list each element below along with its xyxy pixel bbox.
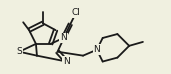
Text: N: N xyxy=(63,57,70,66)
Text: N: N xyxy=(93,45,100,54)
Text: N: N xyxy=(60,33,67,42)
Text: S: S xyxy=(16,47,22,56)
Text: Cl: Cl xyxy=(72,8,81,17)
